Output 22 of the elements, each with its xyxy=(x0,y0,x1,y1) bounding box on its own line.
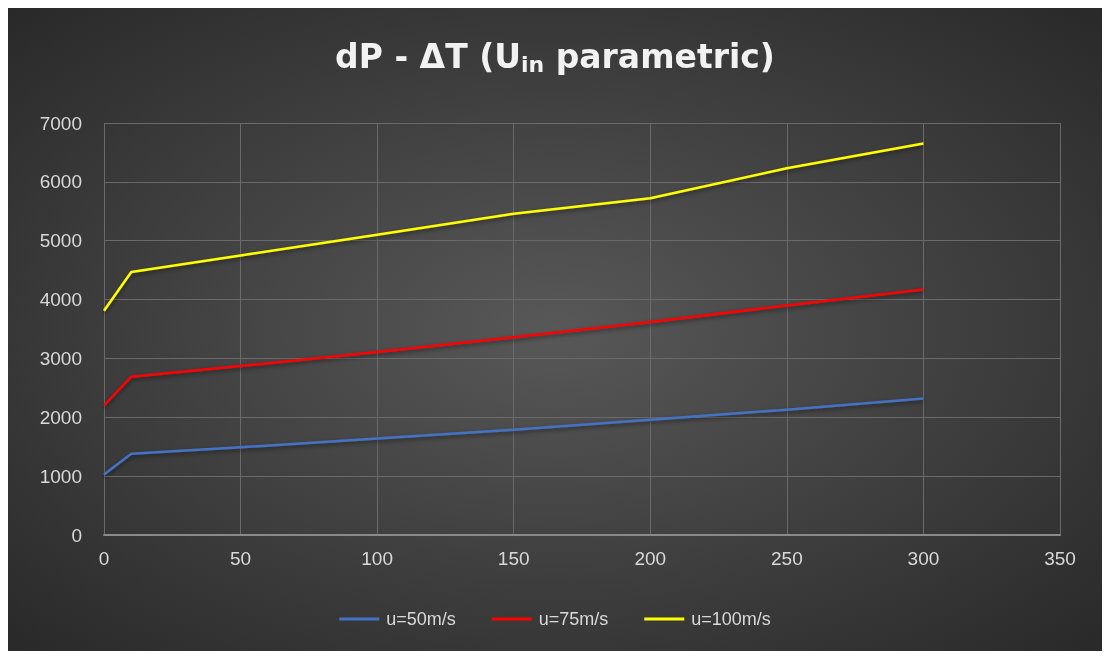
line-series xyxy=(102,142,925,312)
x-tick-label: 100 xyxy=(361,548,393,569)
legend-label: u=100m/s xyxy=(691,609,771,629)
line-series xyxy=(102,397,925,476)
x-tick-label: 300 xyxy=(907,548,940,569)
line-series xyxy=(102,288,925,407)
y-tick-label: 3000 xyxy=(39,347,82,369)
x-tick-label: 200 xyxy=(634,548,667,569)
x-tick-label: 350 xyxy=(1044,548,1076,569)
legend-label: u=75m/s xyxy=(538,609,609,629)
y-tick-label: 4000 xyxy=(39,289,82,311)
x-tick-label: 50 xyxy=(230,548,252,569)
x-tick-label: 150 xyxy=(497,548,530,569)
y-tick-label: 5000 xyxy=(39,230,82,252)
y-tick-label: 7000 xyxy=(39,112,82,134)
y-tick-label: 6000 xyxy=(39,171,82,193)
y-tick-label: 2000 xyxy=(39,406,82,428)
x-tick-label: 0 xyxy=(98,548,110,569)
y-tick-label: 0 xyxy=(71,524,82,546)
y-tick-label: 1000 xyxy=(39,465,82,487)
legend-label: u=50m/s xyxy=(386,609,456,629)
x-tick-label: 250 xyxy=(771,548,803,569)
